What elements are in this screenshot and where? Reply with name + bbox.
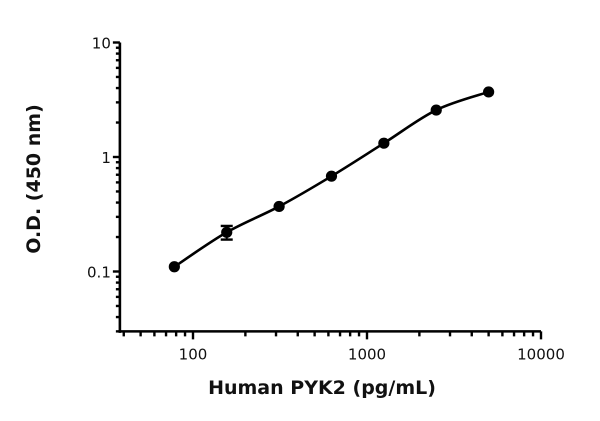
data-point-marker — [430, 104, 442, 116]
data-point-marker — [273, 200, 285, 213]
data-point-marker — [221, 226, 233, 238]
data-point-marker — [325, 170, 338, 182]
y-tick-label: 0.1 — [87, 264, 111, 282]
axis-tick-labels: 100 1000 10000 0.1 1 10 — [87, 35, 565, 364]
data-point-marker — [168, 261, 180, 273]
x-axis-title: Human PYK2 (pg/mL) — [208, 377, 436, 399]
data-point-marker — [483, 86, 495, 98]
y-tick-label: 1 — [101, 149, 111, 167]
x-tick-label: 1000 — [348, 345, 386, 363]
axes — [118, 42, 541, 333]
y-tick-label: 10 — [92, 35, 111, 53]
data-point-marker — [378, 137, 390, 149]
data-points — [168, 86, 495, 273]
x-tick-label: 10000 — [517, 345, 565, 363]
y-axis-title: O.D. (450 nm) — [23, 104, 45, 254]
axis-ticks — [112, 41, 543, 340]
x-tick-label: 100 — [179, 345, 208, 363]
